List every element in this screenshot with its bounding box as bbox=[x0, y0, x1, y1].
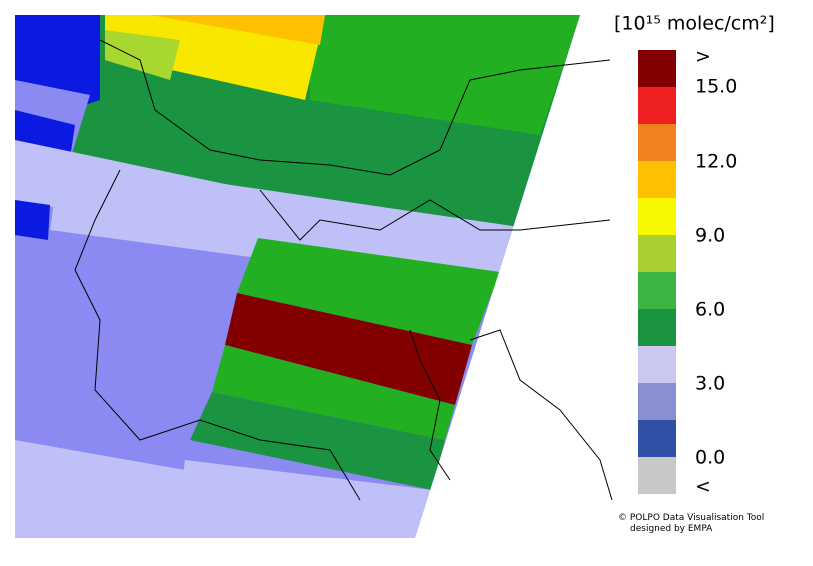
legend-swatch bbox=[638, 124, 676, 161]
pixel-region bbox=[15, 440, 185, 538]
legend-title: [10¹⁵ molec/cm²] bbox=[614, 13, 775, 35]
coastlines bbox=[74, 39, 613, 501]
pixel-region bbox=[212, 345, 455, 440]
legend-swatch bbox=[638, 309, 676, 346]
pixel-region bbox=[237, 238, 500, 345]
legend-swatch bbox=[638, 457, 676, 494]
pixel-region bbox=[50, 160, 540, 290]
legend-swatch bbox=[638, 420, 676, 457]
legend-label: > bbox=[695, 46, 711, 68]
legend-label: < bbox=[695, 476, 711, 498]
pixel-region bbox=[105, 30, 180, 80]
pixel-region bbox=[175, 460, 432, 538]
color-legend: [10¹⁵ molec/cm²] > 15.0 12.0 9.0 6.0 3.0… bbox=[614, 13, 775, 498]
legend-swatch bbox=[638, 87, 676, 124]
legend-swatch bbox=[638, 198, 676, 235]
legend-label: 9.0 bbox=[695, 225, 725, 247]
legend-label: 3.0 bbox=[695, 373, 725, 395]
legend-label: 0.0 bbox=[695, 447, 725, 469]
legend-label: 15.0 bbox=[695, 76, 737, 98]
credit-line: designed by EMPA bbox=[630, 524, 713, 534]
pixel-region bbox=[15, 200, 50, 240]
pixel-region bbox=[190, 392, 445, 490]
legend-swatch bbox=[638, 161, 676, 198]
pixel-region bbox=[150, 15, 325, 45]
satellite-swath bbox=[15, 15, 580, 538]
pixel-region bbox=[310, 15, 580, 135]
legend-label: 12.0 bbox=[695, 151, 737, 173]
pixel-region bbox=[105, 15, 325, 100]
legend-swatch bbox=[638, 235, 676, 272]
legend-swatch bbox=[638, 272, 676, 309]
legend-swatch bbox=[638, 50, 676, 87]
pixel-region bbox=[225, 293, 472, 405]
credit-line: © POLPO Data Visualisation Tool bbox=[618, 513, 764, 523]
legend-label: 6.0 bbox=[695, 299, 725, 321]
legend-swatch bbox=[638, 383, 676, 420]
pixel-region bbox=[15, 110, 75, 158]
legend-swatch bbox=[638, 346, 676, 383]
